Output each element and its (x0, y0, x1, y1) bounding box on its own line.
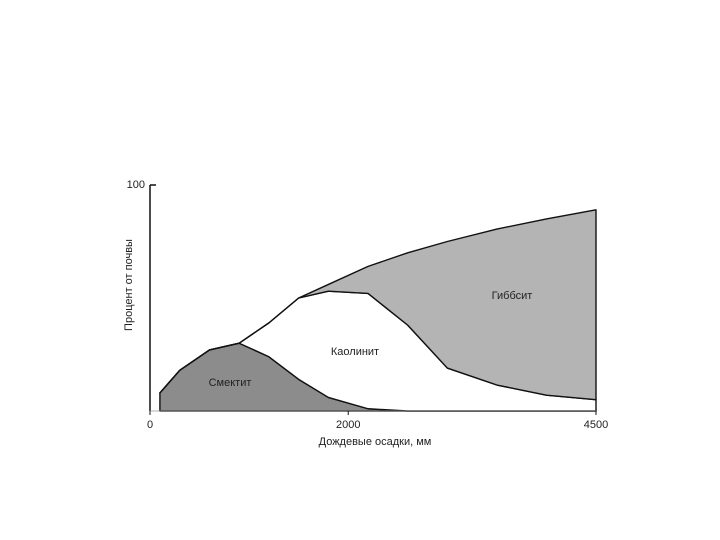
area-label: Смектит (209, 377, 252, 389)
y-axis-label: Процент от почвы (123, 239, 135, 331)
x-axis-label: Дождевые осадки, мм (319, 436, 432, 448)
y-tick-label: 100 (127, 179, 145, 191)
x-tick-label: 0 (147, 419, 153, 431)
x-tick-label: 4500 (584, 419, 608, 431)
area (159, 209, 597, 401)
area-label: Каолинит (331, 346, 379, 358)
area-label: Гиббсит (492, 290, 533, 302)
x-tick-label: 2000 (336, 419, 360, 431)
